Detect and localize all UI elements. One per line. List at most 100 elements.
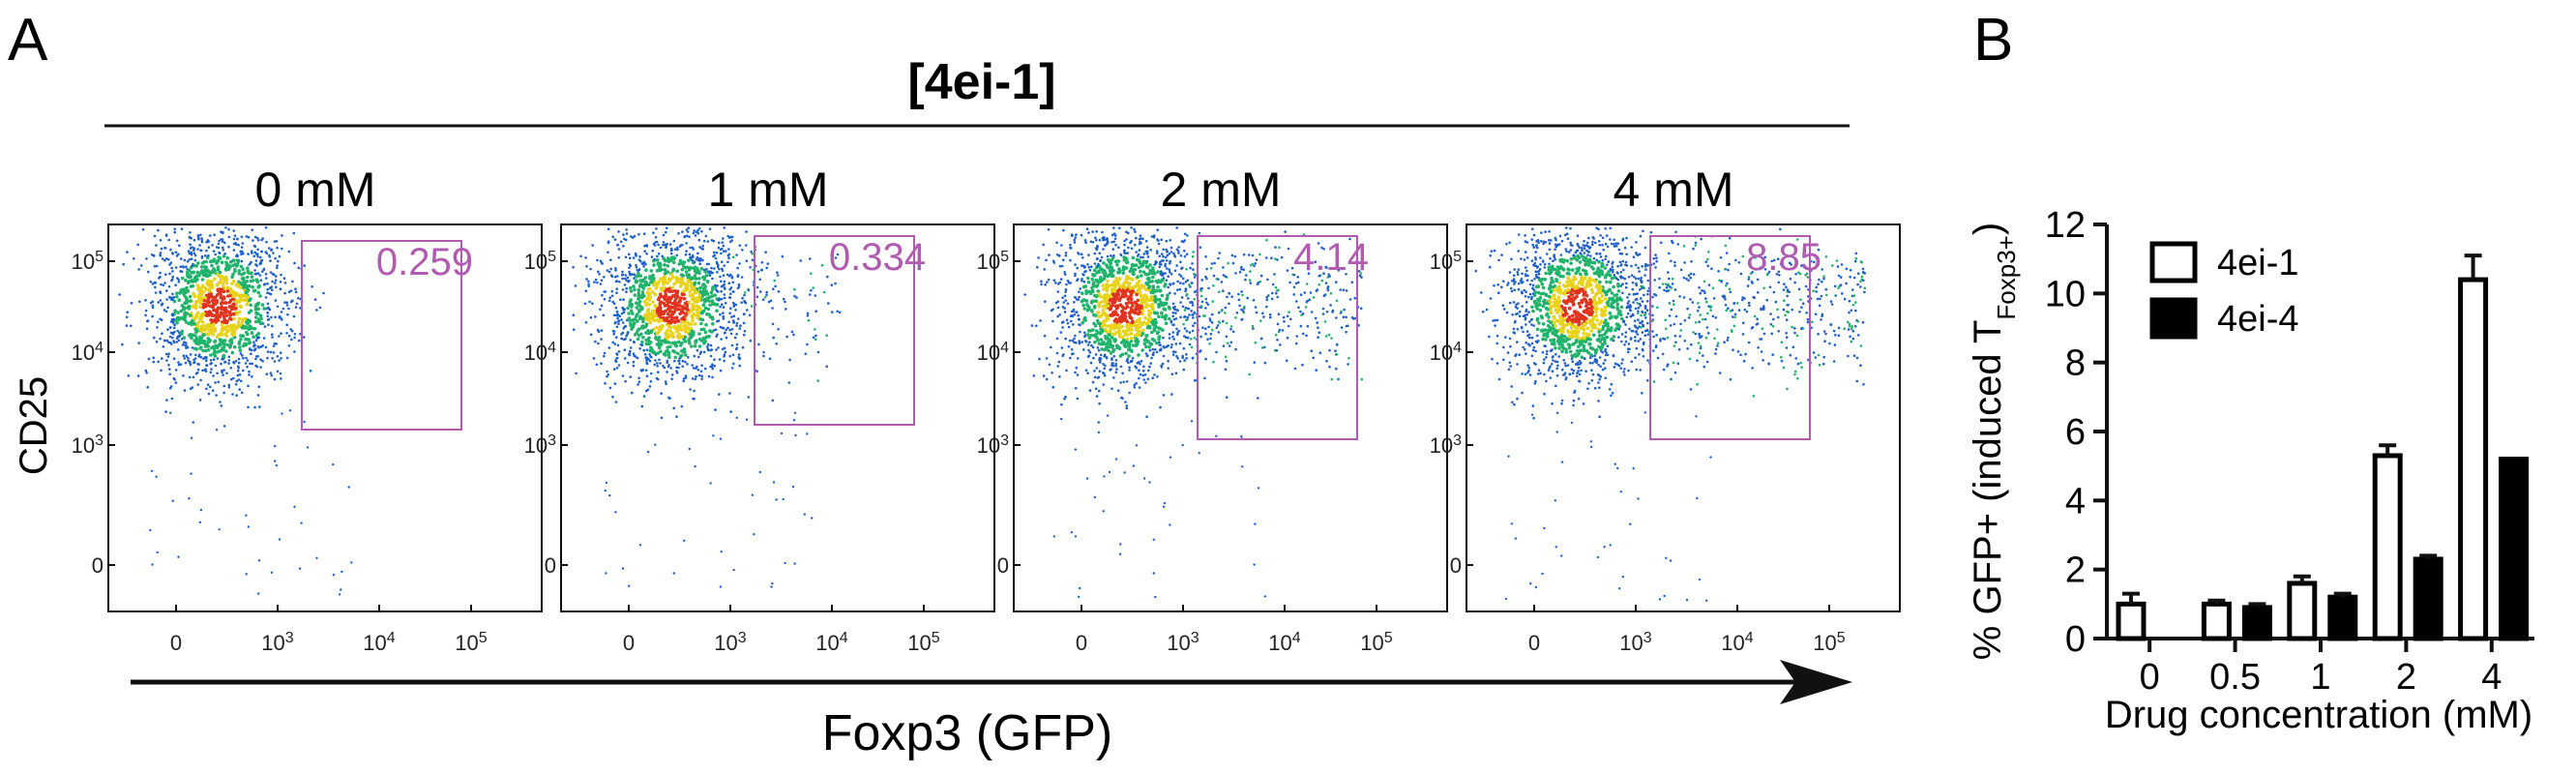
data-dot [1092,306,1097,310]
data-dot [193,300,198,305]
data-dot [203,327,207,332]
data-dot [1141,320,1146,325]
data-dot [1132,464,1136,467]
data-dot [686,230,690,233]
data-dot [1044,300,1047,304]
data-dot [183,314,188,319]
data-dot [206,279,211,283]
data-dot [225,289,229,293]
data-dot [666,264,670,268]
data-dot [264,345,268,349]
data-dot [171,270,174,273]
data-dot [652,309,656,313]
data-dot [1124,256,1129,261]
data-dot [1084,369,1088,372]
data-dot [187,250,191,253]
data-dot [1168,307,1171,311]
data-dot [1306,299,1310,303]
data-dot [264,272,268,276]
data-dot [1100,330,1104,335]
data-dot [1131,271,1136,276]
data-dot [644,262,647,266]
data-dot [1050,345,1052,349]
data-dot [187,304,192,309]
data-dot [193,258,197,262]
data-dot [1051,259,1055,263]
data-dot [1284,230,1287,233]
data-dot [1235,312,1239,314]
data-dot [294,287,297,291]
data-dot [1241,465,1244,468]
data-dot [621,288,625,291]
data-dot [246,275,250,280]
data-dot [657,311,662,315]
data-dot [274,460,277,462]
data-dot [1586,253,1589,257]
data-dot [230,350,235,355]
data-dot [231,323,235,328]
data-dot [611,341,614,344]
data-dot [247,525,251,528]
data-dot [1115,368,1118,371]
data-dot [246,284,250,288]
data-dot [1054,282,1057,284]
data-dot [1500,285,1503,289]
data-dot [208,310,212,314]
data-dot [712,329,716,332]
data-dot [215,394,218,397]
data-dot [1144,344,1148,349]
data-dot [830,283,834,286]
data-dot [185,312,190,316]
data-dot [285,332,288,335]
data-dot [1193,276,1197,279]
data-dot [1140,255,1142,259]
data-dot [274,444,277,448]
data-dot [1079,287,1081,290]
data-dot [237,316,242,321]
data-dot [1104,273,1108,278]
data-dot [1218,252,1221,254]
concentration-label: 4 mM [1614,163,1734,217]
data-dot [1353,296,1356,300]
data-dot [1136,275,1140,280]
data-dot [262,283,266,286]
data-dot [1138,386,1141,389]
data-dot [1270,256,1273,260]
data-dot [1081,320,1084,325]
data-dot [155,264,159,268]
data-dot [666,259,670,264]
data-dot [251,279,255,283]
data-dot [1169,271,1171,274]
data-dot [1136,288,1140,292]
data-dot [690,255,694,259]
data-dot [245,573,248,576]
data-dot [1120,289,1125,293]
data-dot [1170,272,1173,276]
data-dot [688,235,691,239]
data-dot [1098,314,1103,319]
data-dot [172,326,176,330]
data-dot [1179,253,1183,257]
data-dot [1237,292,1240,296]
data-dot [1123,471,1126,474]
data-dot [1088,269,1092,272]
data-dot [787,381,791,384]
data-dot [1153,317,1158,322]
data-dot [731,281,735,284]
data-dot [1179,282,1182,284]
data-dot [599,308,602,312]
data-dot [1310,311,1314,313]
data-dot [186,345,190,349]
data-dot [722,306,725,309]
data-dot [723,293,726,296]
data-dot [743,293,746,297]
data-dot [1167,275,1170,279]
data-dot [258,313,263,318]
data-dot [668,296,673,301]
data-dot [258,294,262,298]
data-dot [283,301,286,304]
data-dot [643,244,646,248]
data-dot [222,295,226,299]
data-dot [1659,241,1663,245]
data-dot [622,311,626,313]
